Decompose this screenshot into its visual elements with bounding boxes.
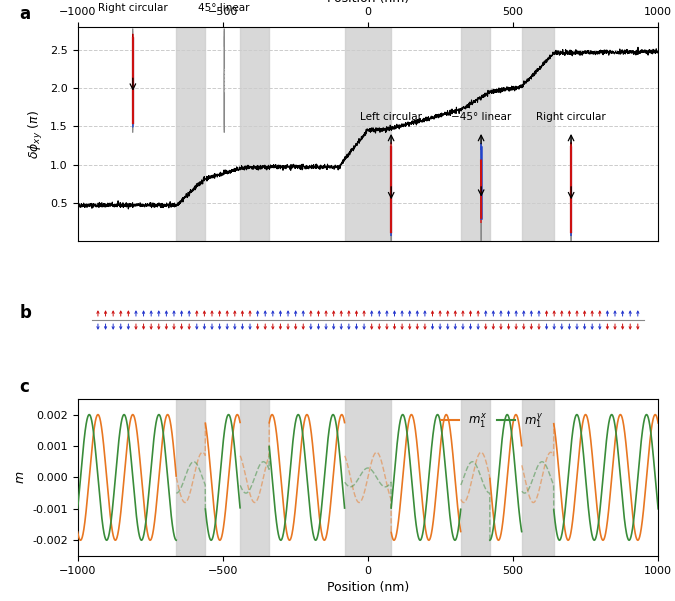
Y-axis label: $\delta\phi_{xy}\ (\pi)$: $\delta\phi_{xy}\ (\pi)$: [26, 109, 45, 159]
Bar: [522, 27, 553, 241]
Bar: [522, 399, 553, 556]
Text: a: a: [20, 5, 30, 23]
Text: c: c: [20, 378, 30, 396]
Text: 45° linear: 45° linear: [198, 3, 250, 13]
Bar: [176, 399, 205, 556]
Bar: [240, 399, 269, 556]
Text: Left circular: Left circular: [360, 112, 422, 121]
Bar: [461, 399, 490, 556]
Text: Right circular: Right circular: [536, 112, 606, 121]
Text: −45° linear: −45° linear: [451, 112, 511, 121]
Legend: $m_1^x$, $m_1^y$: $m_1^x$, $m_1^y$: [437, 406, 547, 435]
Bar: [345, 399, 391, 556]
Bar: [176, 27, 205, 241]
X-axis label: Position (nm): Position (nm): [327, 581, 409, 594]
Bar: [461, 27, 490, 241]
Bar: [240, 27, 269, 241]
Text: Right circular: Right circular: [98, 3, 167, 13]
Bar: [345, 27, 391, 241]
X-axis label: Position (nm): Position (nm): [327, 0, 409, 5]
Y-axis label: m: m: [14, 471, 26, 483]
Text: b: b: [20, 304, 32, 322]
